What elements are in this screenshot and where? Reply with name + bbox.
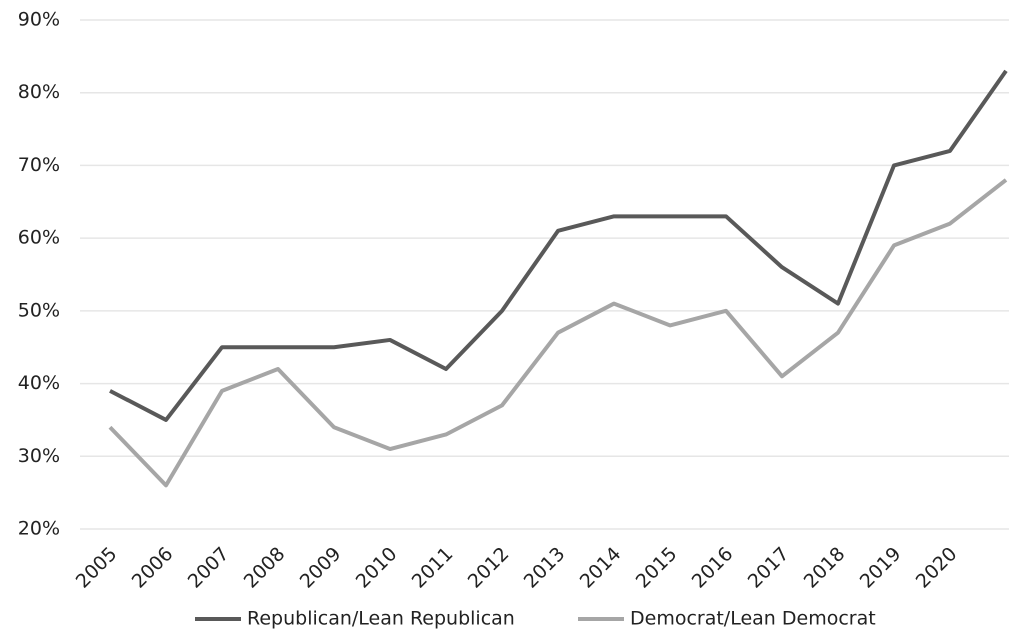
x-tick-label: 2017 bbox=[744, 543, 794, 593]
x-tick-label: 2008 bbox=[240, 543, 290, 593]
x-tick-label: 2006 bbox=[128, 543, 178, 593]
x-tick-label: 2019 bbox=[856, 543, 906, 593]
series-line bbox=[109, 69, 1008, 422]
y-tick-label: 80% bbox=[18, 81, 60, 103]
x-tick-label: 2005 bbox=[72, 543, 122, 593]
y-tick-label: 20% bbox=[18, 518, 60, 540]
series-line bbox=[108, 178, 1008, 488]
legend-label: Republican/Lean Republican bbox=[247, 608, 515, 630]
x-tick-label: 2014 bbox=[576, 543, 626, 593]
x-tick-label: 2013 bbox=[520, 543, 570, 593]
y-tick-label: 30% bbox=[18, 445, 60, 467]
x-tick-label: 2010 bbox=[352, 543, 402, 593]
x-tick-label: 2011 bbox=[408, 543, 458, 593]
x-tick-label: 2016 bbox=[688, 543, 738, 593]
x-tick-label: 2012 bbox=[464, 543, 514, 593]
y-tick-label: 40% bbox=[18, 372, 60, 394]
x-tick-label: 2020 bbox=[912, 543, 962, 593]
x-tick-label: 2009 bbox=[296, 543, 346, 593]
y-tick-label: 90% bbox=[18, 9, 60, 31]
legend-label: Democrat/Lean Democrat bbox=[630, 608, 876, 630]
y-tick-label: 70% bbox=[18, 154, 60, 176]
y-tick-label: 60% bbox=[18, 227, 60, 249]
y-tick-label: 50% bbox=[18, 299, 60, 321]
x-tick-label: 2007 bbox=[184, 543, 234, 593]
x-tick-label: 2015 bbox=[632, 543, 682, 593]
x-tick-label: 2018 bbox=[800, 543, 850, 593]
